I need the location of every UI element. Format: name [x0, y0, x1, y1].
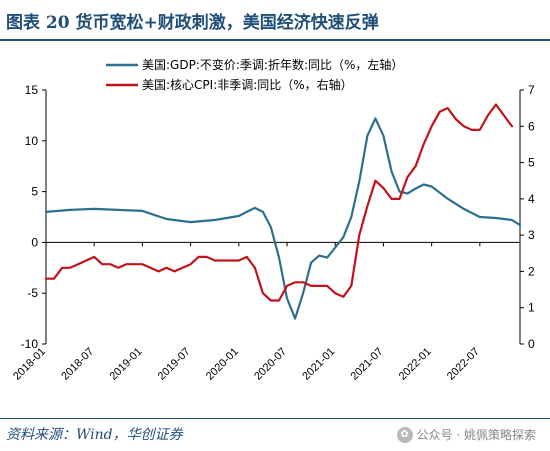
right-tick-label: 1	[528, 301, 535, 315]
source-note: 资料来源：Wind，华创证券	[6, 427, 183, 443]
x-tick-label: 2020-07	[252, 346, 289, 383]
left-tick-label: -10	[21, 337, 39, 351]
left-tick-label: 5	[31, 185, 38, 199]
series-line-gdp	[44, 117, 522, 320]
left-tick-label: 0	[31, 235, 38, 249]
x-tick-label: 2021-07	[349, 346, 386, 383]
x-tick-label: 2020-01	[204, 346, 241, 383]
x-tick-label: 2019-07	[156, 346, 193, 383]
footer-divider	[0, 418, 550, 419]
title-divider	[0, 39, 550, 41]
wechat-icon: ✿	[396, 426, 413, 443]
x-tick-label: 2018-01	[11, 346, 48, 383]
watermark: ✿ 公众号 · 姚佩策略探索	[396, 426, 536, 443]
left-tick-label: 15	[25, 83, 39, 97]
title-bar: 图表 20 货币宽松+财政刺激，美国经济快速反弹	[0, 0, 550, 41]
x-tick-label: 2022-01	[397, 346, 434, 383]
series-line-core-cpi	[44, 103, 514, 302]
legend-label: 美国:核心CPI:非季调:同比（%，右轴）	[142, 77, 353, 92]
line-chart: -10 -5 0 5 10 15 0 1 2 3 4 5 6 7 2018-01 2018-07 2019-01…	[11, 57, 535, 383]
x-tick-label: 2021-01	[300, 346, 337, 383]
right-tick-label: 0	[528, 337, 535, 351]
left-tick-label: -5	[27, 286, 38, 300]
right-tick-label: 7	[528, 83, 535, 97]
chart-title: 图表 20 货币宽松+财政刺激，美国经济快速反弹	[6, 13, 379, 33]
left-tick-label: 10	[25, 134, 39, 148]
right-tick-label: 4	[528, 192, 535, 206]
right-tick-label: 6	[528, 119, 535, 133]
x-tick-label: 2022-07	[445, 346, 482, 383]
right-tick-label: 5	[528, 156, 535, 170]
right-tick-label: 2	[528, 264, 535, 278]
watermark-text: 公众号 · 姚佩策略探索	[416, 428, 536, 442]
x-tick-label: 2018-07	[59, 346, 96, 383]
legend-label: 美国:GDP:不变价:季调:折年数:同比（%，左轴）	[142, 57, 403, 72]
right-tick-label: 3	[528, 228, 535, 242]
x-tick-label: 2019-01	[107, 346, 144, 383]
